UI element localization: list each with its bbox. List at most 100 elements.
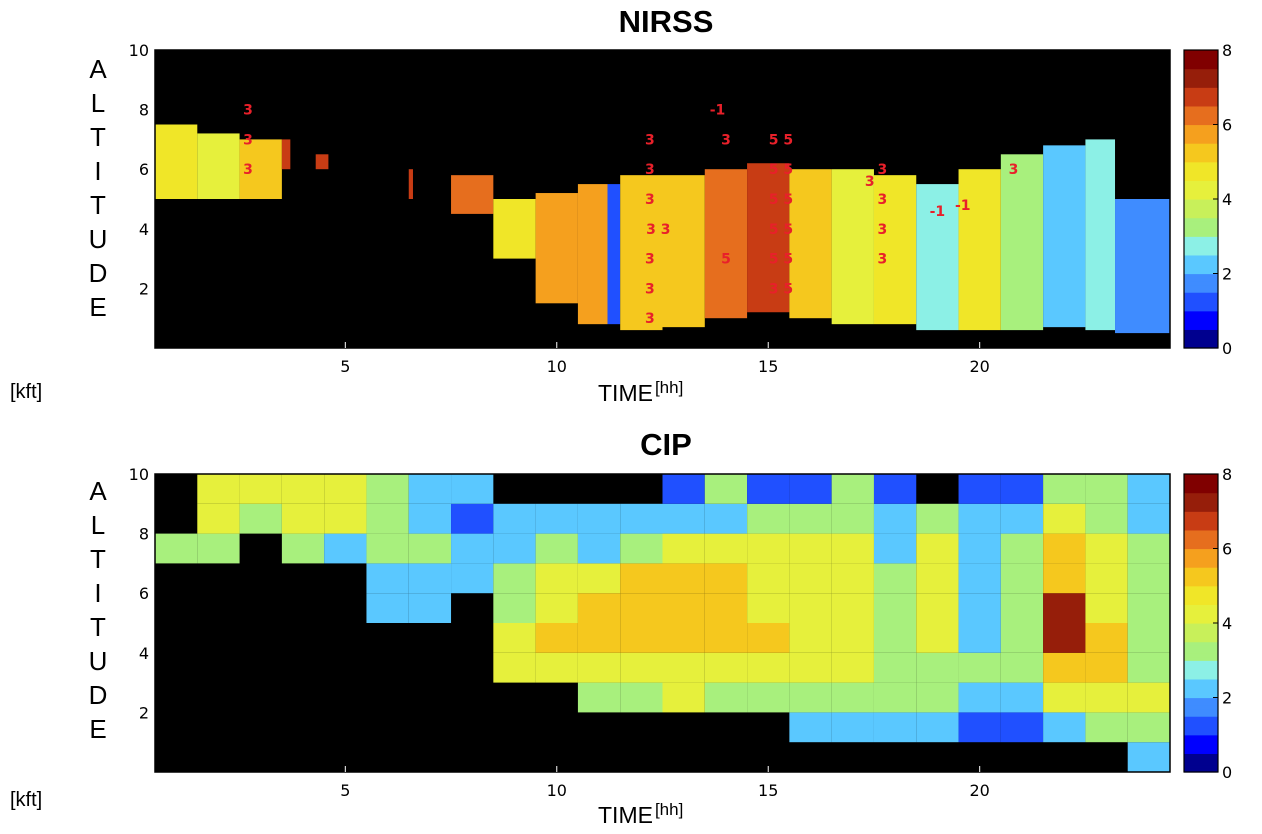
colorbar-segment — [1184, 526, 1218, 531]
heatmap-cell — [1000, 593, 1044, 623]
plot-frame — [154, 49, 1171, 349]
colorbar-segment — [1184, 727, 1218, 732]
heatmap-cell — [1127, 682, 1170, 713]
colorbar-segment — [1184, 295, 1218, 301]
heatmap-cell — [324, 474, 367, 504]
colorbar-segment — [1184, 113, 1218, 118]
heatmap-cell — [1043, 563, 1086, 594]
colorbar-segment — [1184, 753, 1218, 758]
x-tick-label: 10 — [547, 357, 567, 376]
colorbar-segment — [1184, 266, 1218, 271]
colorbar-segment — [1184, 277, 1218, 282]
colorbar-segment — [1184, 742, 1218, 747]
colorbar-segment — [1184, 221, 1218, 226]
colorbar-segment — [1184, 544, 1218, 550]
colorbar-segment — [1184, 492, 1218, 497]
colorbar-segment — [1184, 314, 1218, 319]
profile-column — [873, 175, 917, 325]
heatmap-cell — [535, 563, 578, 594]
colorbar-segment — [1184, 496, 1218, 501]
heatmap-cell — [916, 652, 959, 683]
profile-column — [620, 175, 663, 331]
colorbar-segment — [1184, 533, 1218, 538]
colorbar-segment — [1184, 333, 1218, 338]
heatmap-cell — [704, 503, 748, 534]
profile-column — [789, 169, 832, 319]
xlabel-text: TIME — [598, 380, 653, 406]
annotation-label: 3 — [878, 162, 888, 178]
colorbar-segment — [1184, 608, 1218, 613]
heatmap-cell — [1000, 503, 1044, 534]
ylabel-letter: I — [94, 156, 102, 186]
colorbar-segment — [1184, 90, 1218, 96]
xlabel-unit: [hh] — [654, 800, 684, 819]
xlabel-cip: TIME [hh] — [598, 800, 684, 829]
profile-column — [1115, 199, 1170, 334]
colorbar-segment — [1184, 589, 1218, 594]
profile-column — [577, 184, 608, 325]
y-tick-label: 8 — [139, 101, 149, 120]
ylabel-cip: A L T I T U D E — [86, 474, 110, 746]
heatmap-cell — [747, 623, 790, 653]
colorbar-segment — [1184, 57, 1218, 62]
annotation-label: 3 — [645, 192, 655, 208]
annotation-label: -1 — [955, 198, 971, 214]
colorbar-segment — [1184, 552, 1218, 557]
colorbar-segment — [1184, 154, 1218, 159]
heatmap-cell — [366, 503, 409, 534]
heatmap-cell — [662, 623, 705, 653]
profile-column — [315, 154, 329, 170]
colorbar-segment — [1184, 693, 1218, 699]
annotation-label: 3 — [1009, 162, 1019, 178]
colorbar-segment — [1184, 682, 1218, 687]
colorbar-segment — [1184, 656, 1218, 661]
colorbar-segment — [1184, 582, 1218, 587]
profile-column — [155, 124, 198, 199]
profile-column — [408, 169, 413, 199]
colorbar-segment — [1184, 83, 1218, 88]
colorbar-segment — [1184, 611, 1218, 617]
colorbar-segment — [1184, 76, 1218, 81]
annotation-label: 5 — [721, 252, 731, 268]
heatmap-cell — [493, 623, 536, 653]
heatmap-cell — [535, 593, 578, 623]
colorbar-segment — [1184, 172, 1218, 178]
heatmap-cell — [1085, 503, 1128, 534]
heatmap-cell — [535, 533, 578, 564]
colorbar-segment — [1184, 481, 1218, 486]
colorbar-segment — [1184, 511, 1218, 516]
heatmap-cell — [704, 533, 748, 564]
colorbar-segment — [1184, 146, 1218, 152]
colorbar-tick-label: 8 — [1222, 465, 1232, 484]
heatmap-cell — [620, 652, 663, 683]
y-tick-label: 4 — [139, 644, 149, 663]
annotation-label: 3 — [878, 222, 888, 238]
heatmap-cell — [747, 563, 790, 594]
colorbar-segment — [1184, 135, 1218, 140]
colorbar-segment — [1184, 87, 1218, 92]
colorbar-segment — [1184, 596, 1218, 602]
colorbar-segment — [1184, 757, 1218, 762]
colorbar-segment — [1184, 708, 1218, 713]
ylabel-letter: U — [88, 224, 108, 254]
colorbar-segment — [1184, 645, 1218, 650]
x-tick-label: 10 — [547, 781, 567, 800]
colorbar-segment — [1184, 537, 1218, 542]
heatmap-cell — [831, 593, 874, 623]
colorbar-segment — [1184, 191, 1218, 196]
ylabel-letter: A — [89, 54, 107, 84]
colorbar-tick-label: 2 — [1222, 689, 1232, 708]
colorbar-segment — [1184, 768, 1218, 773]
heatmap-cell — [958, 533, 1001, 564]
annotation-label: 5 5 — [769, 222, 793, 238]
heatmap-cell — [916, 503, 959, 534]
colorbar-segment — [1184, 578, 1218, 583]
y-tick-label: 8 — [139, 525, 149, 544]
colorbar-tick-label: 6 — [1222, 116, 1232, 135]
y-tick-label: 10 — [129, 41, 149, 60]
heatmap-cell — [239, 503, 282, 534]
annotation-label: -1 — [930, 204, 946, 220]
heatmap-cell — [281, 503, 325, 534]
annotation-label: 3 — [645, 311, 655, 327]
